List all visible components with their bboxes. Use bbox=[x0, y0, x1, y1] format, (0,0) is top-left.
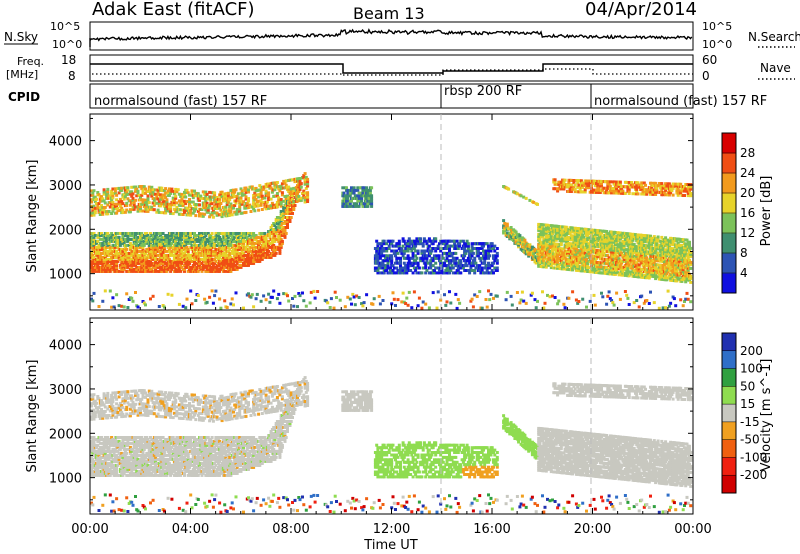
cpid-segment-3: normalsound (fast) 157 RF bbox=[594, 94, 767, 109]
colorbar-tick: -100 bbox=[740, 450, 767, 464]
freq-trace bbox=[90, 63, 693, 74]
colorbar-tick: -50 bbox=[740, 433, 760, 447]
power-data-cells bbox=[90, 172, 693, 310]
velocity-y-label: Slant Range [km] bbox=[25, 360, 40, 473]
velocity-panel-frame bbox=[89, 317, 694, 515]
nave-tick-low: 0 bbox=[702, 69, 710, 83]
nsearch-label: N.Search bbox=[748, 30, 800, 44]
colorbar-swatch bbox=[722, 153, 736, 174]
colorbar-tick: 8 bbox=[740, 246, 748, 260]
colorbar-tick: 100 bbox=[740, 362, 763, 376]
y-tick-label: 2000 bbox=[49, 427, 82, 442]
y-tick-label: 3000 bbox=[49, 179, 82, 194]
colorbar-tick: 20 bbox=[740, 186, 755, 200]
colorbar-tick: 16 bbox=[740, 206, 755, 220]
nave-tick-high: 60 bbox=[702, 53, 717, 67]
nsearch-tick-low: 10^0 bbox=[702, 38, 732, 51]
x-tick-label: 04:00 bbox=[172, 522, 209, 537]
x-axis-label: Time UT bbox=[363, 538, 417, 553]
x-tick-label: 12:00 bbox=[373, 522, 410, 537]
colorbar-tick: 28 bbox=[740, 146, 755, 160]
colorbar-tick: 4 bbox=[740, 266, 748, 280]
colorbar-tick: 50 bbox=[740, 379, 755, 393]
nsky-tick-high: 10^5 bbox=[50, 20, 80, 33]
date-title: 04/Apr/2014 bbox=[585, 0, 697, 20]
freq-tick-low: 8 bbox=[68, 69, 76, 83]
colorbar-swatch bbox=[722, 133, 736, 154]
colorbar-swatch bbox=[722, 333, 736, 352]
y-tick-label: 4000 bbox=[49, 339, 82, 354]
colorbar-tick: 12 bbox=[740, 226, 755, 240]
y-tick-label: 1000 bbox=[49, 268, 82, 283]
time-x-axis: 00:00 04:00 08:00 12:00 16:00 20:00 00:00 bbox=[71, 114, 712, 537]
power-colorbar: 4 8 12 16 20 24 28 bbox=[721, 132, 755, 294]
freq-unit: [MHz] bbox=[6, 68, 38, 81]
colorbar-swatch bbox=[722, 213, 736, 234]
colorbar-swatch bbox=[722, 273, 736, 294]
nsky-tick-low: 10^0 bbox=[52, 38, 82, 51]
power-panel-frame bbox=[89, 113, 694, 311]
y-tick-label: 4000 bbox=[49, 135, 82, 150]
x-tick-label: 08:00 bbox=[272, 522, 309, 537]
y-tick-label: 1000 bbox=[49, 472, 82, 487]
colorbar-swatch bbox=[722, 193, 736, 214]
velocity-y-axis: 1000 2000 3000 4000 bbox=[49, 321, 693, 501]
freq-panel-frame bbox=[89, 54, 694, 82]
velocity-colorbar-label: Velocity [m s^-1] bbox=[759, 359, 774, 472]
x-tick-label: 20:00 bbox=[574, 522, 611, 537]
colorbar-tick: -15 bbox=[740, 415, 760, 429]
power-y-label: Slant Range [km] bbox=[25, 160, 40, 273]
colorbar-tick: 200 bbox=[740, 344, 763, 358]
y-tick-label: 3000 bbox=[49, 383, 82, 398]
x-tick-label: 00:00 bbox=[71, 522, 108, 537]
colorbar-swatch bbox=[722, 386, 736, 405]
freq-label: Freq. bbox=[17, 55, 44, 68]
colorbar-swatch bbox=[722, 475, 736, 494]
velocity-data-cells bbox=[90, 376, 693, 514]
station-title: Adak East (fitACF) bbox=[92, 0, 255, 20]
colorbar-swatch bbox=[722, 439, 736, 458]
nsky-panel-frame bbox=[89, 21, 694, 51]
power-y-axis: 1000 2000 3000 4000 bbox=[49, 117, 693, 297]
colorbar-swatch bbox=[722, 368, 736, 387]
velocity-colorbar: 200 100 50 15 -15 -50 -100 -200 bbox=[721, 332, 767, 494]
cpid-label: CPID bbox=[8, 90, 40, 104]
nave-label: Nave bbox=[760, 61, 791, 75]
colorbar-swatch bbox=[722, 253, 736, 274]
freq-tick-high: 18 bbox=[61, 53, 76, 67]
cpid-panel-frame bbox=[89, 83, 694, 109]
x-tick-label: 00:00 bbox=[674, 522, 711, 537]
nave-trace bbox=[92, 68, 693, 76]
cpid-segment-1: normalsound (fast) 157 RF bbox=[94, 94, 267, 109]
power-colorbar-label: Power [dB] bbox=[759, 176, 774, 247]
colorbar-tick: 24 bbox=[740, 166, 755, 180]
cpid-segment-2: rbsp 200 RF bbox=[444, 84, 522, 99]
beam-title: Beam 13 bbox=[353, 4, 425, 23]
nsky-label: N.Sky bbox=[4, 30, 38, 44]
colorbar-swatch bbox=[722, 404, 736, 423]
colorbar-swatch bbox=[722, 173, 736, 194]
colorbar-swatch bbox=[722, 421, 736, 441]
colorbar-tick: -200 bbox=[740, 468, 767, 482]
colorbar-swatch bbox=[722, 350, 736, 370]
colorbar-swatch bbox=[722, 233, 736, 254]
colorbar-tick: 15 bbox=[740, 397, 755, 411]
colorbar-swatch bbox=[722, 457, 736, 476]
nsearch-tick-high: 10^5 bbox=[702, 20, 732, 33]
nsky-trace bbox=[89, 28, 693, 47]
x-tick-label: 16:00 bbox=[473, 522, 510, 537]
y-tick-label: 2000 bbox=[49, 223, 82, 238]
